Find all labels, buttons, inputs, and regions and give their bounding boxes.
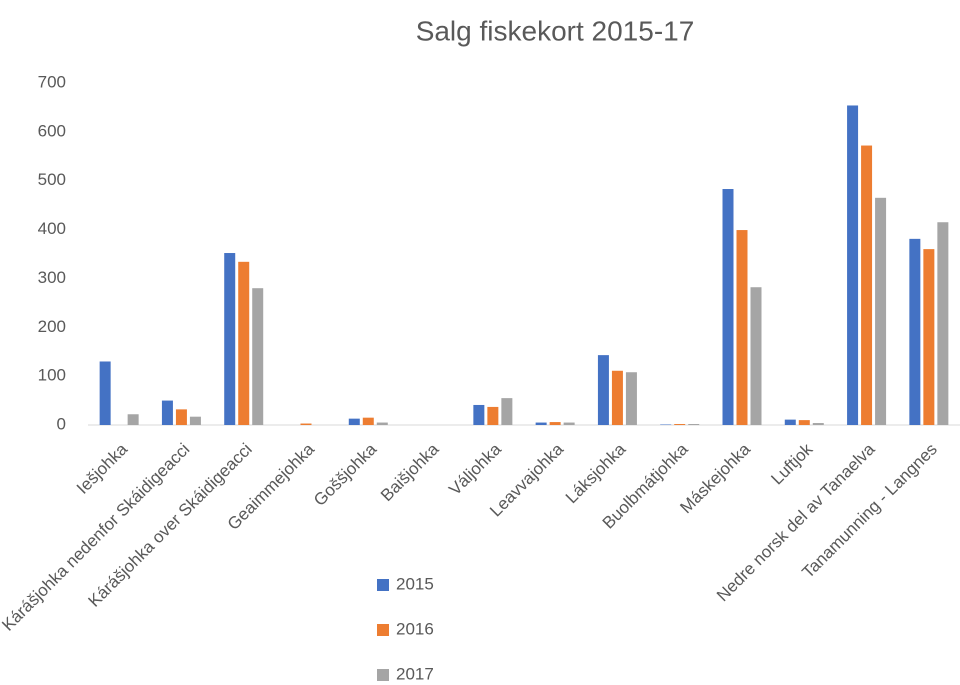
bar xyxy=(501,398,513,425)
bar xyxy=(847,105,859,425)
bar xyxy=(252,288,264,425)
y-tick-label: 600 xyxy=(38,121,66,140)
bar xyxy=(798,420,810,425)
x-tick-label: Goššjohka xyxy=(310,439,381,510)
legend-swatch xyxy=(377,579,389,591)
bar xyxy=(362,417,374,425)
bar xyxy=(300,423,312,425)
bar xyxy=(376,422,388,425)
bar xyxy=(861,145,873,425)
y-tick-label: 500 xyxy=(38,170,66,189)
bar xyxy=(722,189,734,425)
y-tick-label: 100 xyxy=(38,366,66,385)
bar xyxy=(161,400,173,425)
bar xyxy=(224,253,236,425)
bar xyxy=(812,423,824,425)
bar xyxy=(611,370,623,425)
bar xyxy=(238,261,250,425)
legend-label: 2016 xyxy=(396,619,434,638)
bar xyxy=(348,418,360,425)
legend-swatch xyxy=(377,624,389,636)
bar xyxy=(736,230,748,425)
bar xyxy=(127,414,139,425)
bar xyxy=(597,355,609,425)
legend-label: 2017 xyxy=(396,664,434,683)
bar xyxy=(189,416,201,425)
bar xyxy=(563,422,575,425)
bar xyxy=(625,372,637,425)
bar xyxy=(750,287,762,425)
y-tick-label: 400 xyxy=(38,219,66,238)
bar xyxy=(487,406,499,425)
bar xyxy=(473,404,485,425)
legend-swatch xyxy=(377,669,389,681)
bar xyxy=(674,424,686,425)
bar xyxy=(535,422,547,425)
bar xyxy=(99,361,111,425)
x-tick-label: Baišjohka xyxy=(377,439,443,505)
bar xyxy=(875,197,887,425)
bar xyxy=(784,419,796,425)
x-tick-label: Váljohka xyxy=(445,439,505,499)
bar xyxy=(923,249,935,425)
legend-label: 2015 xyxy=(396,574,434,593)
bar xyxy=(909,238,921,425)
x-tick-label: Iešjohka xyxy=(73,439,132,498)
chart-title: Salg fiskekort 2015-17 xyxy=(416,15,695,46)
x-tick-label: Luftjok xyxy=(767,439,816,488)
bar xyxy=(937,222,949,425)
bar xyxy=(549,422,561,425)
y-tick-label: 300 xyxy=(38,268,66,287)
bar xyxy=(175,409,187,425)
y-tick-label: 0 xyxy=(57,414,66,433)
y-tick-label: 200 xyxy=(38,317,66,336)
bar xyxy=(688,424,700,425)
y-tick-label: 700 xyxy=(38,72,66,91)
